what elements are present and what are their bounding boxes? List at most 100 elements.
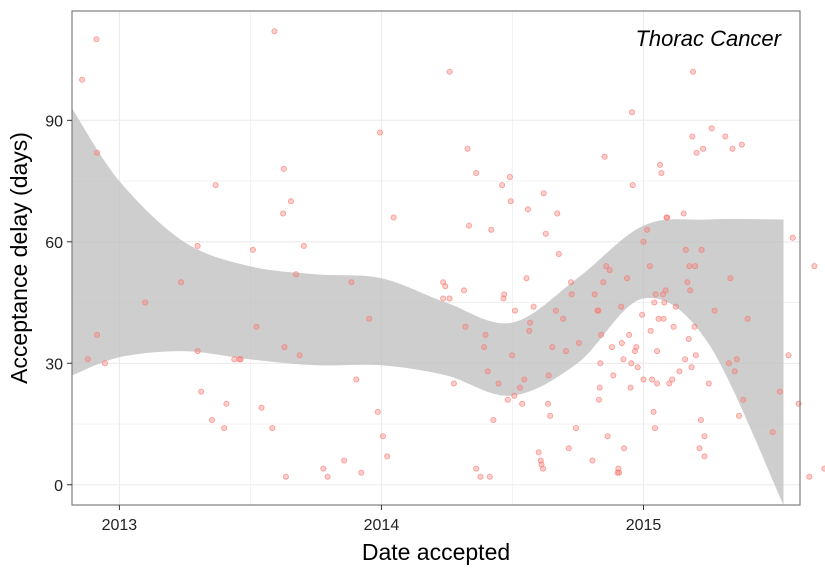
data-point xyxy=(708,125,715,132)
data-point xyxy=(477,473,484,480)
data-point xyxy=(649,376,656,383)
data-point xyxy=(231,356,238,363)
data-point xyxy=(591,291,598,298)
data-point xyxy=(353,376,360,383)
data-point xyxy=(806,473,813,480)
data-point xyxy=(603,263,610,270)
y-tick-label: 30 xyxy=(45,356,63,373)
data-point xyxy=(390,214,397,221)
data-point xyxy=(488,226,495,233)
data-point xyxy=(606,267,613,274)
data-point xyxy=(633,344,640,351)
data-point xyxy=(725,360,732,367)
y-tick-label: 60 xyxy=(45,235,63,252)
data-point xyxy=(527,319,534,326)
data-point xyxy=(300,242,307,249)
data-point xyxy=(511,392,518,399)
data-point xyxy=(253,323,260,330)
data-point xyxy=(320,465,327,472)
data-point xyxy=(374,408,381,415)
x-tick-label: 2013 xyxy=(102,517,138,534)
data-point xyxy=(624,275,631,282)
data-point xyxy=(654,380,661,387)
data-point xyxy=(102,360,109,367)
data-point xyxy=(194,242,201,249)
data-point xyxy=(811,263,818,270)
data-point xyxy=(701,453,708,460)
data-point xyxy=(358,469,365,476)
data-point xyxy=(484,368,491,375)
data-point xyxy=(640,376,647,383)
data-point xyxy=(535,449,542,456)
data-point xyxy=(744,315,751,322)
data-point xyxy=(446,295,453,302)
data-point xyxy=(646,263,653,270)
data-point xyxy=(296,352,303,359)
data-point xyxy=(324,473,331,480)
data-point xyxy=(249,246,256,253)
data-point xyxy=(776,388,783,395)
data-point xyxy=(669,376,676,383)
data-point xyxy=(711,307,718,314)
data-point xyxy=(629,182,636,189)
data-point xyxy=(789,234,796,241)
data-point xyxy=(738,141,745,148)
data-point xyxy=(598,331,605,338)
data-point xyxy=(650,408,657,415)
data-point xyxy=(93,36,100,43)
x-tick-label: 2015 xyxy=(626,517,662,534)
data-point xyxy=(79,76,86,83)
x-tick-label: 2014 xyxy=(364,517,400,534)
data-point xyxy=(473,465,480,472)
data-point xyxy=(697,416,704,423)
data-point xyxy=(501,291,508,298)
data-point xyxy=(281,344,288,351)
data-point xyxy=(682,356,689,363)
data-point xyxy=(672,303,679,310)
data-point xyxy=(519,400,526,407)
data-point xyxy=(692,263,699,270)
data-point xyxy=(540,190,547,197)
data-point xyxy=(651,299,658,306)
data-point xyxy=(689,133,696,140)
data-point xyxy=(376,129,383,136)
data-point xyxy=(499,182,506,189)
data-point xyxy=(465,222,472,229)
data-point xyxy=(629,109,636,116)
data-point xyxy=(440,295,447,302)
data-point xyxy=(506,173,513,180)
y-tick-label: 90 xyxy=(45,113,63,130)
data-point xyxy=(705,380,712,387)
data-point xyxy=(142,299,149,306)
data-point xyxy=(507,198,514,205)
data-point xyxy=(568,291,575,298)
y-axis-title: Acceptance delay (days) xyxy=(6,132,32,384)
data-point xyxy=(821,465,825,472)
data-point xyxy=(560,315,567,322)
data-point xyxy=(693,149,700,156)
data-point xyxy=(596,396,603,403)
data-point xyxy=(545,372,552,379)
data-point xyxy=(523,275,530,282)
data-point xyxy=(696,445,703,452)
data-point xyxy=(524,206,531,213)
data-point xyxy=(562,348,569,355)
data-point xyxy=(596,384,603,391)
data-point xyxy=(595,307,602,314)
data-point xyxy=(628,360,635,367)
data-point xyxy=(379,433,386,440)
data-point xyxy=(84,356,91,363)
data-point xyxy=(661,299,668,306)
data-point xyxy=(495,380,502,387)
data-point xyxy=(627,384,634,391)
data-point xyxy=(555,250,562,257)
data-point xyxy=(684,279,691,286)
data-point xyxy=(604,433,611,440)
data-point xyxy=(526,327,533,334)
data-point xyxy=(652,425,659,432)
data-point xyxy=(269,425,276,432)
data-point xyxy=(366,315,373,322)
data-point xyxy=(597,360,604,367)
x-axis-title: Date accepted xyxy=(362,539,510,565)
